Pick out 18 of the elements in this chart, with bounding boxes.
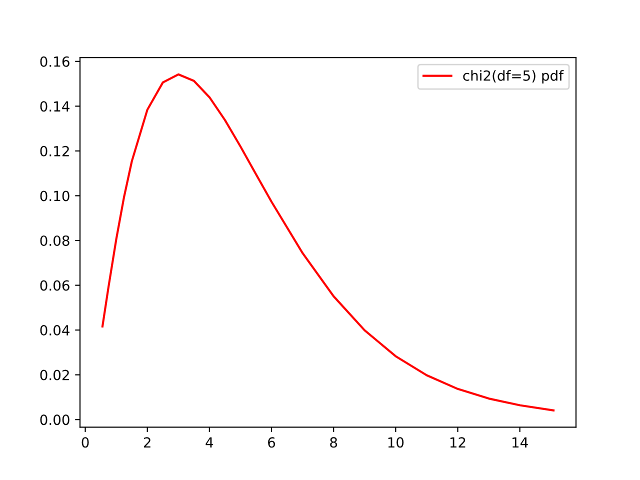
y-tick-label: 0.10: [40, 190, 70, 202]
x-tick-label: 0: [82, 437, 89, 448]
y-tick-label: 0.04: [40, 325, 70, 336]
legend-label: chi2(df=5) pdf: [463, 70, 564, 84]
x-tick-label: 6: [268, 437, 276, 448]
x-tick-label: 2: [144, 437, 150, 448]
y-tick-label: 0.08: [40, 235, 70, 246]
y-tick-label: 0.06: [40, 280, 70, 291]
x-tick-label: 12: [450, 437, 466, 448]
y-tick-label: 0.16: [40, 56, 70, 67]
y-tick-label: 0.00: [40, 414, 70, 426]
x-tick-label: 14: [512, 437, 528, 448]
x-tick-label: 10: [388, 437, 404, 448]
y-tick-label: 0.14: [40, 101, 70, 112]
y-tick-label: 0.02: [40, 370, 69, 380]
y-tick-label: 0.12: [40, 146, 69, 156]
x-tick-label: 8: [330, 437, 338, 448]
x-tick-label: 4: [206, 437, 214, 448]
